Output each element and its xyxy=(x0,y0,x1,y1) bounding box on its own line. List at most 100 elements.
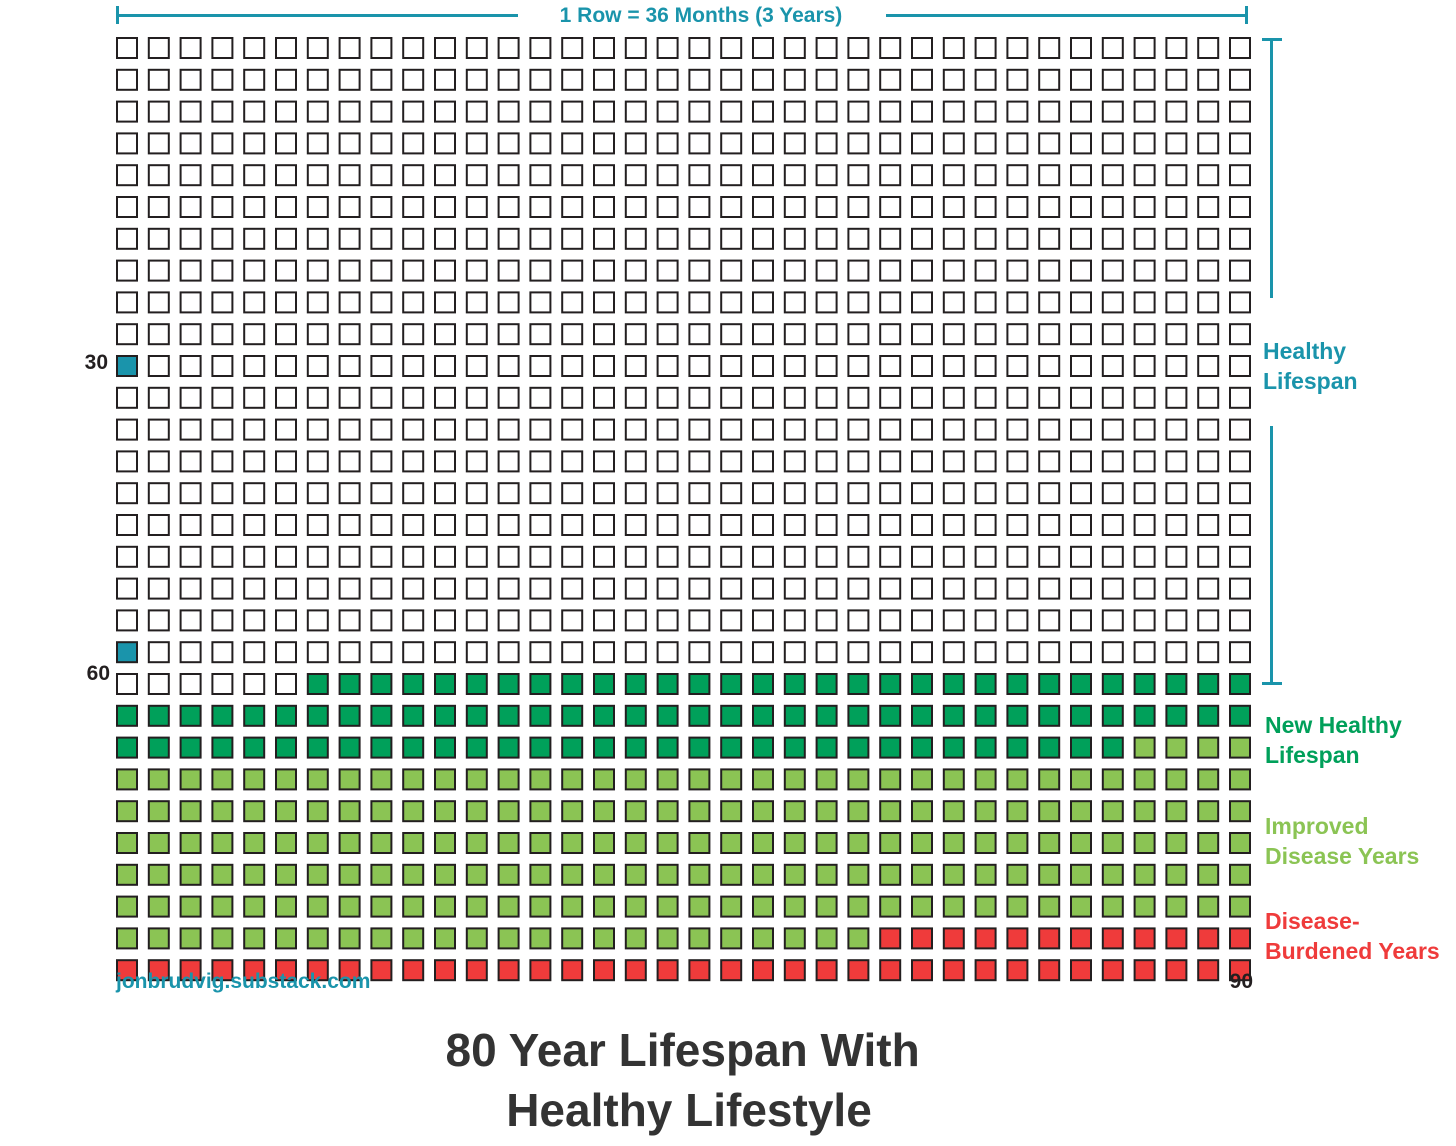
waffle-cell-r16-c6 xyxy=(306,545,329,568)
waffle-cell-r25-c11 xyxy=(465,832,488,854)
waffle-cell-r24-c32 xyxy=(1133,800,1156,823)
waffle-cell-r12-c15 xyxy=(593,418,615,441)
waffle-cell-r29-c33 xyxy=(1165,959,1188,982)
waffle-cell-r18-c2 xyxy=(179,609,202,632)
waffle-cell-r2-c21 xyxy=(783,100,806,123)
waffle-cell-r3-c11 xyxy=(465,132,488,155)
waffle-cell-r9-c4 xyxy=(243,323,266,346)
waffle-cell-r13-c1 xyxy=(147,450,170,473)
waffle-cell-r10-c32 xyxy=(1133,355,1156,377)
waffle-cell-r28-c26 xyxy=(942,927,965,950)
waffle-cell-r0-c26 xyxy=(942,37,965,59)
waffle-cell-r9-c20 xyxy=(752,323,774,346)
waffle-cell-r17-c10 xyxy=(434,577,456,600)
waffle-cell-r4-c22 xyxy=(815,164,838,187)
waffle-cell-r22-c32 xyxy=(1133,736,1156,759)
waffle-cell-r12-c13 xyxy=(529,418,552,441)
waffle-cell-r18-c28 xyxy=(1006,609,1029,632)
waffle-cell-r7-c31 xyxy=(1101,259,1124,282)
waffle-cell-r18-c31 xyxy=(1101,609,1124,632)
waffle-cell-r3-c2 xyxy=(179,132,202,155)
waffle-cell-r28-c8 xyxy=(370,927,393,950)
waffle-cell-r14-c24 xyxy=(879,482,902,505)
waffle-cell-r8-c34 xyxy=(1197,291,1220,314)
waffle-cell-r24-c14 xyxy=(561,800,584,823)
waffle-cell-r23-c33 xyxy=(1165,768,1188,791)
waffle-cell-r1-c16 xyxy=(624,68,647,91)
waffle-cell-r15-c10 xyxy=(434,514,456,536)
waffle-cell-r21-c31 xyxy=(1101,704,1124,727)
waffle-cell-r0-c19 xyxy=(720,37,743,59)
waffle-cell-r23-c3 xyxy=(211,768,234,791)
waffle-cell-r15-c21 xyxy=(783,514,806,536)
waffle-cell-r15-c18 xyxy=(688,514,711,536)
waffle-cell-r26-c7 xyxy=(338,863,361,886)
waffle-cell-r17-c15 xyxy=(593,577,615,600)
waffle-cell-r6-c0 xyxy=(116,227,138,250)
waffle-cell-r27-c25 xyxy=(911,895,933,918)
waffle-cell-r13-c17 xyxy=(656,450,679,473)
waffle-cell-r26-c31 xyxy=(1101,863,1124,886)
waffle-cell-r23-c34 xyxy=(1197,768,1220,791)
waffle-cell-r29-c31 xyxy=(1101,959,1124,982)
waffle-cell-r29-c16 xyxy=(624,959,647,982)
waffle-cell-r4-c10 xyxy=(434,164,456,187)
waffle-cell-r19-c30 xyxy=(1070,641,1092,664)
waffle-cell-r16-c26 xyxy=(942,545,965,568)
chart-title-line2: Healthy Lifestyle xyxy=(506,1084,872,1136)
waffle-cell-r6-c34 xyxy=(1197,227,1220,250)
waffle-cell-r22-c25 xyxy=(911,736,933,759)
waffle-cell-r28-c2 xyxy=(179,927,202,950)
waffle-cell-r3-c7 xyxy=(338,132,361,155)
waffle-cell-r21-c4 xyxy=(243,704,266,727)
waffle-cell-r12-c19 xyxy=(720,418,743,441)
waffle-cell-r13-c35 xyxy=(1229,450,1251,473)
waffle-cell-r8-c10 xyxy=(434,291,456,314)
waffle-cell-r12-c34 xyxy=(1197,418,1220,441)
waffle-cell-r28-c10 xyxy=(434,927,456,950)
waffle-cell-r7-c34 xyxy=(1197,259,1220,282)
waffle-cell-r13-c27 xyxy=(974,450,997,473)
waffle-cell-r6-c20 xyxy=(752,227,774,250)
waffle-cell-r23-c14 xyxy=(561,768,584,791)
waffle-cell-r28-c16 xyxy=(624,927,647,950)
waffle-cell-r3-c15 xyxy=(593,132,615,155)
waffle-cell-r10-c30 xyxy=(1070,355,1092,377)
waffle-cell-r19-c22 xyxy=(815,641,838,664)
waffle-cell-r29-c30 xyxy=(1070,959,1092,982)
waffle-cell-r23-c19 xyxy=(720,768,743,791)
waffle-cell-r10-c19 xyxy=(720,355,743,377)
waffle-cell-r11-c12 xyxy=(497,386,520,409)
waffle-cell-r7-c7 xyxy=(338,259,361,282)
waffle-cell-r5-c26 xyxy=(942,196,965,218)
waffle-cell-r10-c18 xyxy=(688,355,711,377)
waffle-cell-r23-c15 xyxy=(593,768,615,791)
waffle-cell-r27-c11 xyxy=(465,895,488,918)
waffle-cell-r25-c35 xyxy=(1229,832,1251,854)
waffle-cell-r3-c25 xyxy=(911,132,933,155)
waffle-cell-r13-c24 xyxy=(879,450,902,473)
waffle-cell-r17-c14 xyxy=(561,577,584,600)
waffle-cell-r26-c12 xyxy=(497,863,520,886)
waffle-cell-r16-c28 xyxy=(1006,545,1029,568)
waffle-cell-r22-c31 xyxy=(1101,736,1124,759)
waffle-cell-r25-c22 xyxy=(815,832,838,854)
waffle-cell-r20-c35 xyxy=(1229,673,1251,695)
legend-healthy-lifespan-line1: Healthy xyxy=(1263,338,1346,364)
waffle-cell-r4-c25 xyxy=(911,164,933,187)
waffle-cell-r25-c7 xyxy=(338,832,361,854)
waffle-cell-r6-c8 xyxy=(370,227,393,250)
waffle-cell-r2-c23 xyxy=(847,100,870,123)
waffle-cell-r5-c0 xyxy=(116,196,138,218)
waffle-cell-r14-c20 xyxy=(752,482,774,505)
waffle-cell-r29-c20 xyxy=(752,959,774,982)
waffle-cell-r2-c31 xyxy=(1101,100,1124,123)
waffle-cell-r21-c18 xyxy=(688,704,711,727)
waffle-cell-r16-c23 xyxy=(847,545,870,568)
legend-healthy-lifespan-line2: Lifespan xyxy=(1263,368,1358,394)
waffle-cell-r27-c0 xyxy=(116,895,138,918)
waffle-cell-r11-c26 xyxy=(942,386,965,409)
waffle-cell-r24-c18 xyxy=(688,800,711,823)
waffle-cell-r4-c34 xyxy=(1197,164,1220,187)
waffle-cell-r12-c23 xyxy=(847,418,870,441)
